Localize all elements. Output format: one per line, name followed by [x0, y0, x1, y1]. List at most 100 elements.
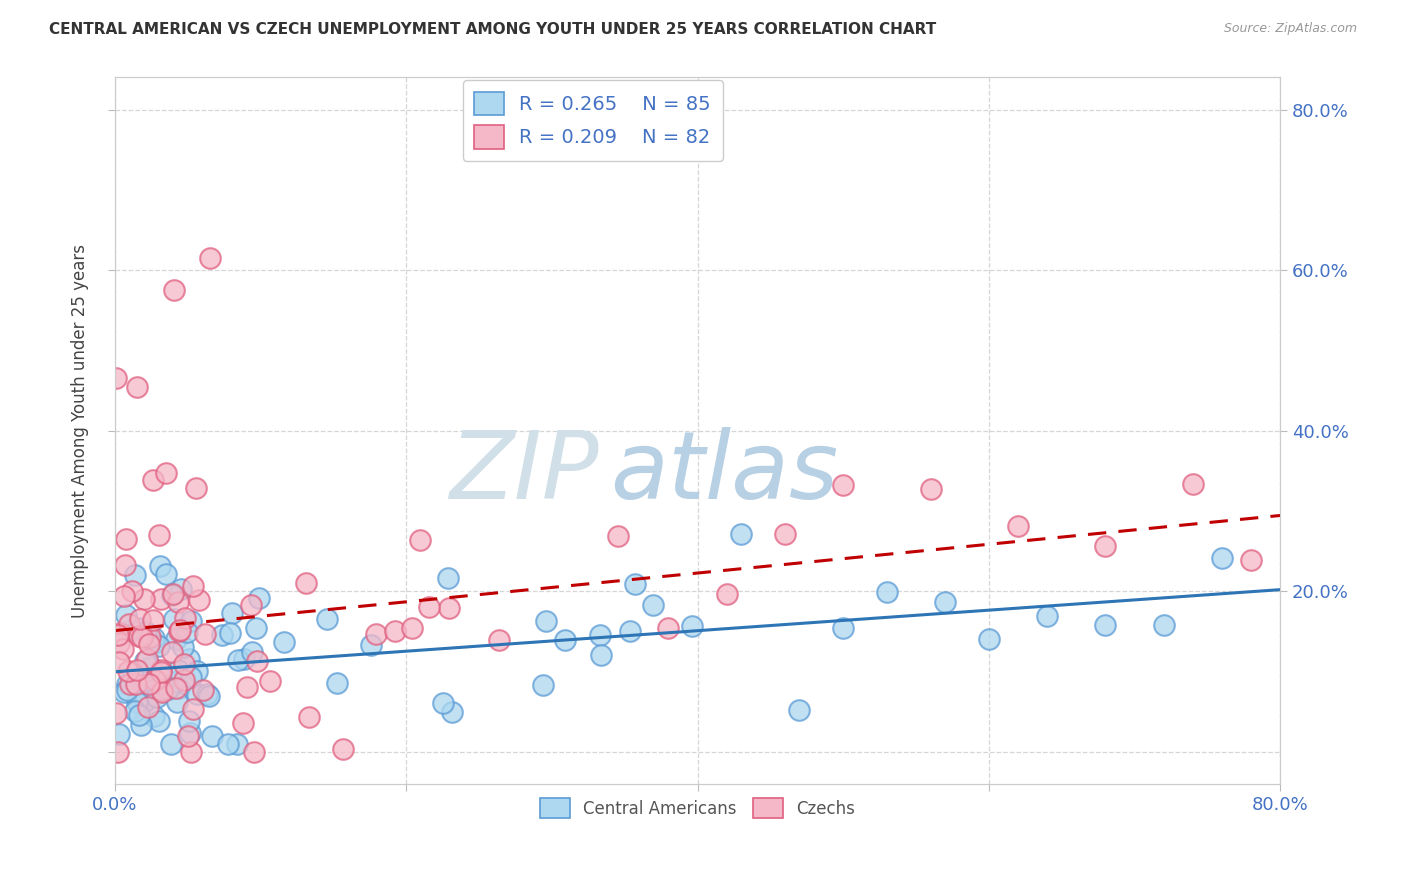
Point — [125, 677, 148, 691]
Point — [181, 701, 204, 715]
Point — [115, 532, 138, 546]
Point — [1007, 519, 1029, 533]
Point — [607, 529, 630, 543]
Point — [148, 639, 170, 653]
Point — [225, 737, 247, 751]
Point — [624, 577, 647, 591]
Point — [832, 621, 855, 635]
Point — [165, 681, 187, 695]
Point — [228, 653, 250, 667]
Point — [162, 587, 184, 601]
Point — [124, 704, 146, 718]
Point — [150, 682, 173, 697]
Point — [108, 625, 131, 640]
Point — [1240, 553, 1263, 567]
Point — [232, 716, 254, 731]
Point — [138, 637, 160, 651]
Point — [134, 654, 156, 668]
Point — [150, 592, 173, 607]
Point — [173, 673, 195, 687]
Point — [619, 624, 641, 638]
Point — [534, 615, 557, 629]
Point — [172, 640, 194, 654]
Point — [148, 528, 170, 542]
Point — [439, 601, 461, 615]
Point — [716, 586, 738, 600]
Point — [1094, 618, 1116, 632]
Point — [142, 473, 165, 487]
Point — [149, 665, 172, 679]
Point — [156, 682, 179, 697]
Point — [118, 616, 141, 631]
Point — [531, 678, 554, 692]
Point — [316, 611, 339, 625]
Point — [1036, 609, 1059, 624]
Point — [170, 582, 193, 596]
Point — [188, 593, 211, 607]
Point — [125, 380, 148, 394]
Point — [166, 695, 188, 709]
Point — [186, 664, 208, 678]
Point — [332, 742, 354, 756]
Point — [273, 635, 295, 649]
Point — [218, 626, 240, 640]
Text: Source: ZipAtlas.com: Source: ZipAtlas.com — [1223, 22, 1357, 36]
Point — [174, 611, 197, 625]
Point — [129, 673, 152, 687]
Point — [121, 583, 143, 598]
Y-axis label: Unemployment Among Youth under 25 years: Unemployment Among Youth under 25 years — [72, 244, 89, 617]
Point — [657, 621, 679, 635]
Point — [773, 527, 796, 541]
Point — [201, 729, 224, 743]
Point — [127, 695, 149, 709]
Point — [105, 371, 128, 385]
Point — [198, 251, 221, 265]
Point — [934, 595, 956, 609]
Point — [243, 745, 266, 759]
Point — [108, 636, 131, 650]
Point — [259, 674, 281, 689]
Point — [128, 629, 150, 643]
Point — [298, 710, 321, 724]
Point — [179, 726, 201, 740]
Point — [589, 648, 612, 662]
Point — [211, 628, 233, 642]
Point — [191, 682, 214, 697]
Point — [107, 627, 129, 641]
Point — [112, 684, 135, 698]
Point — [236, 680, 259, 694]
Point — [105, 706, 128, 721]
Point — [554, 632, 576, 647]
Point — [194, 626, 217, 640]
Point — [120, 677, 142, 691]
Point — [115, 683, 138, 698]
Point — [127, 621, 149, 635]
Point — [160, 588, 183, 602]
Point — [245, 621, 267, 635]
Point — [643, 598, 665, 612]
Point — [111, 642, 134, 657]
Point — [167, 595, 190, 609]
Point — [128, 612, 150, 626]
Point — [136, 700, 159, 714]
Point — [114, 558, 136, 573]
Point — [730, 527, 752, 541]
Point — [195, 687, 218, 701]
Point — [1211, 550, 1233, 565]
Point — [177, 729, 200, 743]
Point — [832, 478, 855, 492]
Point — [198, 689, 221, 703]
Point — [401, 621, 423, 635]
Point — [155, 466, 177, 480]
Point — [176, 625, 198, 640]
Point — [180, 745, 202, 759]
Point — [150, 684, 173, 698]
Point — [167, 624, 190, 638]
Point — [128, 708, 150, 723]
Point — [360, 638, 382, 652]
Point — [876, 585, 898, 599]
Point — [163, 675, 186, 690]
Point — [977, 632, 1000, 646]
Point — [1094, 539, 1116, 553]
Point — [143, 709, 166, 723]
